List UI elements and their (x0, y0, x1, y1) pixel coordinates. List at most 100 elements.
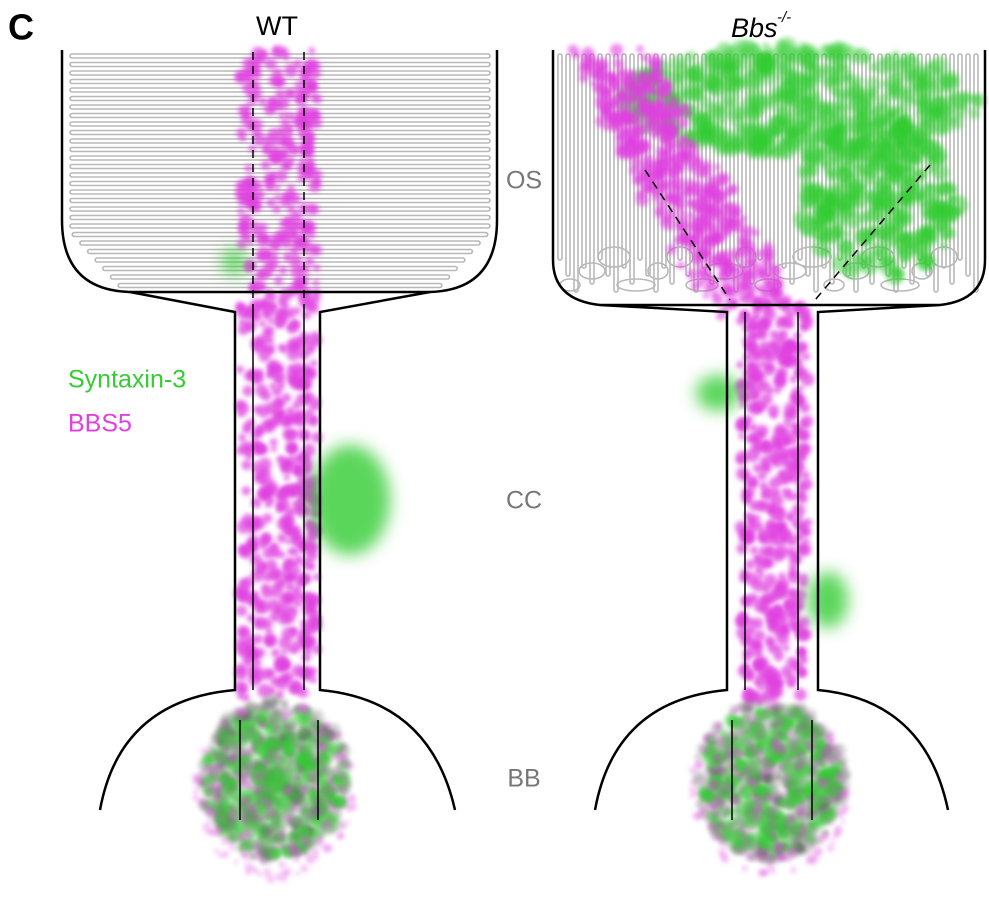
signal-dot (238, 411, 244, 417)
disc-stripe (558, 54, 562, 260)
signal-dot (719, 769, 726, 776)
signal-dot (949, 76, 957, 84)
signal-dot (277, 533, 287, 543)
signal-dot (310, 331, 320, 341)
signal-dot (252, 442, 265, 455)
signal-dot (303, 801, 309, 807)
signal-dot (827, 807, 832, 812)
signal-dot (280, 661, 291, 672)
signal-dot (789, 104, 804, 119)
signal-dot (257, 735, 266, 744)
signal-dot (297, 798, 300, 801)
signal-dot (259, 320, 266, 327)
signal-dot (324, 799, 330, 805)
signal-dot (640, 98, 653, 111)
signal-dot (740, 275, 750, 285)
signal-dot (610, 44, 623, 57)
signal-dot (234, 796, 238, 800)
signal-dot (290, 246, 299, 255)
signal-dot (901, 130, 909, 138)
signal-dot (871, 157, 880, 166)
signal-dot (236, 366, 244, 374)
signal-dot (776, 367, 788, 379)
signal-dot (788, 828, 793, 833)
signal-dot (773, 698, 781, 706)
signal-dot (801, 323, 807, 329)
signal-dot (885, 193, 897, 205)
signal-dot (270, 834, 276, 840)
signal-dot (234, 860, 239, 865)
signal-dot (255, 850, 260, 855)
signal-dot (820, 763, 824, 767)
signal-dot (753, 463, 762, 472)
signal-dot (783, 816, 787, 820)
signal-dot (726, 218, 738, 230)
signal-dot (284, 825, 287, 828)
signal-dot (741, 494, 751, 504)
signal-dot (702, 736, 707, 741)
signal-dot (926, 184, 943, 201)
figure: C WT Bbs -/- OS CC BB Syntaxin-3 BBS5 (0, 0, 989, 922)
signal-dot (281, 415, 291, 425)
signal-dot (277, 746, 283, 752)
signal-dot (255, 799, 261, 805)
signal-dot (285, 767, 291, 773)
signal-dot (201, 798, 206, 803)
signal-dot (307, 346, 315, 354)
signal-dot (621, 82, 634, 95)
signal-dot (823, 832, 830, 839)
signal-dot (594, 67, 607, 80)
signal-dot (764, 574, 777, 587)
signal-dot (823, 749, 832, 758)
signal-dot (802, 184, 823, 205)
signal-dot (911, 154, 923, 166)
signal-dot (300, 725, 306, 731)
signal-dot (767, 866, 775, 874)
signal-dot (252, 705, 260, 713)
signal-dot (273, 47, 280, 54)
signal-dot (705, 817, 710, 822)
signal-dot (278, 112, 284, 118)
signal-dot (873, 114, 887, 128)
signal-dot (859, 184, 867, 192)
signal-dot (687, 236, 698, 247)
signal-dot (276, 841, 282, 847)
signal-dot (300, 619, 309, 628)
signal-dot (794, 764, 800, 770)
signal-dot (241, 846, 244, 849)
signal-dot (786, 818, 794, 826)
signal-dot (311, 93, 318, 100)
signal-dot (270, 542, 278, 550)
signal-dot (259, 223, 268, 232)
signal-dot (276, 228, 289, 241)
signal-dot (297, 118, 308, 129)
signal-dot (800, 671, 806, 677)
signal-dot (796, 827, 805, 836)
signal-dot (633, 90, 643, 100)
signal-dot (250, 842, 259, 851)
signal-dot (267, 840, 271, 844)
signal-dot (771, 743, 777, 749)
signal-dot (886, 267, 904, 285)
signal-dot (244, 319, 257, 332)
signal-dot (742, 839, 751, 848)
signal-dot (901, 53, 916, 68)
disc-stripe (88, 250, 473, 254)
signal-dot (260, 859, 265, 864)
signal-dot (802, 314, 811, 323)
signal-dot (796, 363, 803, 370)
signal-dot (808, 812, 814, 818)
signal-dot (248, 145, 255, 152)
signal-dot (949, 186, 957, 194)
signal-dot (249, 118, 263, 132)
region-label: OS (506, 167, 542, 195)
signal-dot (749, 739, 753, 743)
signal-dot (242, 83, 252, 93)
signal-dot (283, 747, 291, 755)
signal-dot (293, 307, 300, 314)
signal-dot (210, 780, 218, 788)
signal-dot (795, 796, 799, 800)
signal-dot (643, 114, 656, 127)
signal-dot (730, 711, 735, 716)
signal-dot (752, 229, 759, 236)
